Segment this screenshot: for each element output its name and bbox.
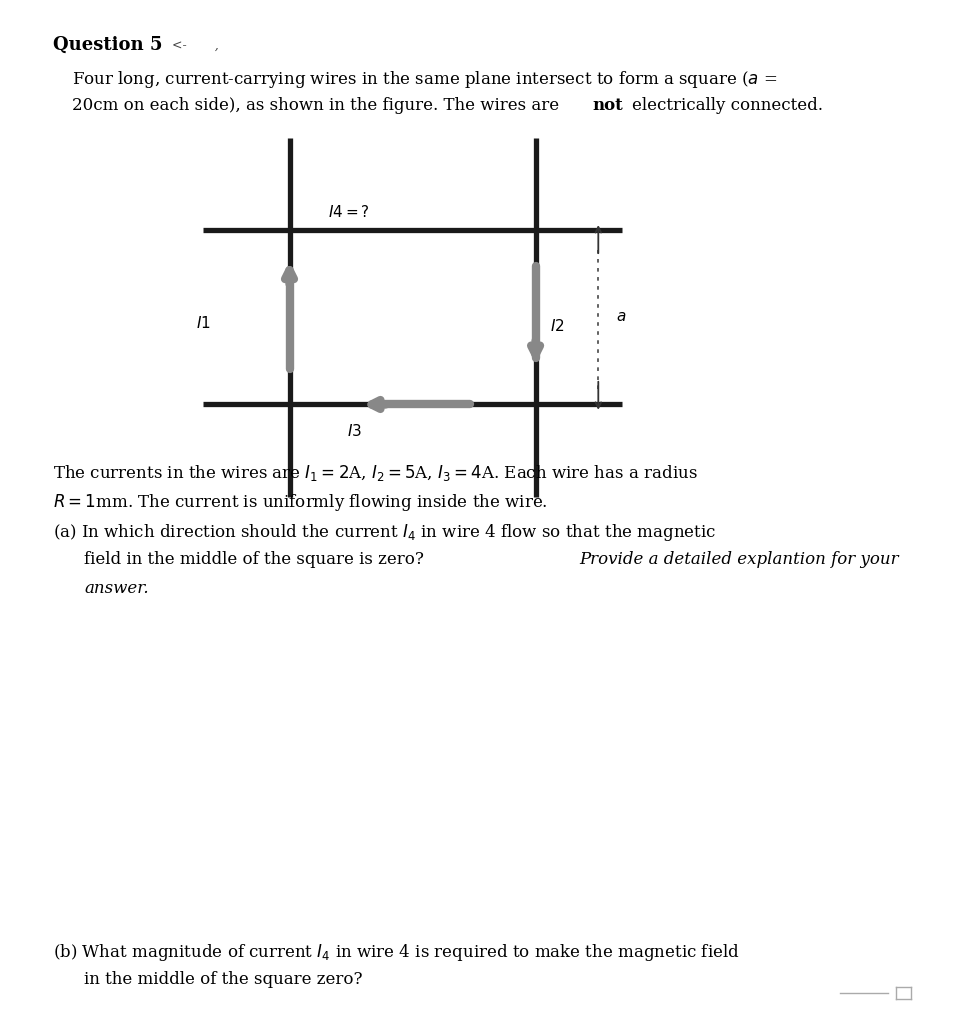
Text: not: not bbox=[593, 97, 623, 115]
Text: answer.: answer. bbox=[84, 580, 149, 597]
Text: electrically connected.: electrically connected. bbox=[632, 97, 823, 115]
Text: (a) In which direction should the current $I_4$ in wire 4 flow so that the magne: (a) In which direction should the curren… bbox=[53, 522, 716, 544]
Text: in the middle of the square zero?: in the middle of the square zero? bbox=[84, 971, 363, 988]
Text: $I1$: $I1$ bbox=[196, 314, 210, 331]
Text: $R = 1$mm. The current is uniformly flowing inside the wire.: $R = 1$mm. The current is uniformly flow… bbox=[53, 492, 548, 513]
Text: Question 5: Question 5 bbox=[53, 36, 162, 54]
Text: $I4=?$: $I4=?$ bbox=[328, 204, 370, 220]
Text: <-       ,: <- , bbox=[172, 39, 218, 52]
Text: The currents in the wires are $I_1 = 2$A, $I_2 = 5$A, $I_3 = 4$A. Each wire has : The currents in the wires are $I_1 = 2$A… bbox=[53, 463, 698, 483]
Text: $I3$: $I3$ bbox=[347, 423, 363, 439]
Text: Provide a detailed explantion for your: Provide a detailed explantion for your bbox=[579, 551, 898, 568]
Text: (b) What magnitude of current $I_4$ in wire 4 is required to make the magnetic f: (b) What magnitude of current $I_4$ in w… bbox=[53, 942, 740, 964]
Text: 20cm on each side), as shown in the figure. The wires are: 20cm on each side), as shown in the figu… bbox=[72, 97, 560, 115]
Text: field in the middle of the square is zero?: field in the middle of the square is zer… bbox=[84, 551, 424, 568]
Text: $a$: $a$ bbox=[616, 310, 626, 325]
Text: $I2$: $I2$ bbox=[550, 317, 565, 334]
Text: Four long, current-carrying wires in the same plane intersect to form a square (: Four long, current-carrying wires in the… bbox=[72, 69, 778, 90]
